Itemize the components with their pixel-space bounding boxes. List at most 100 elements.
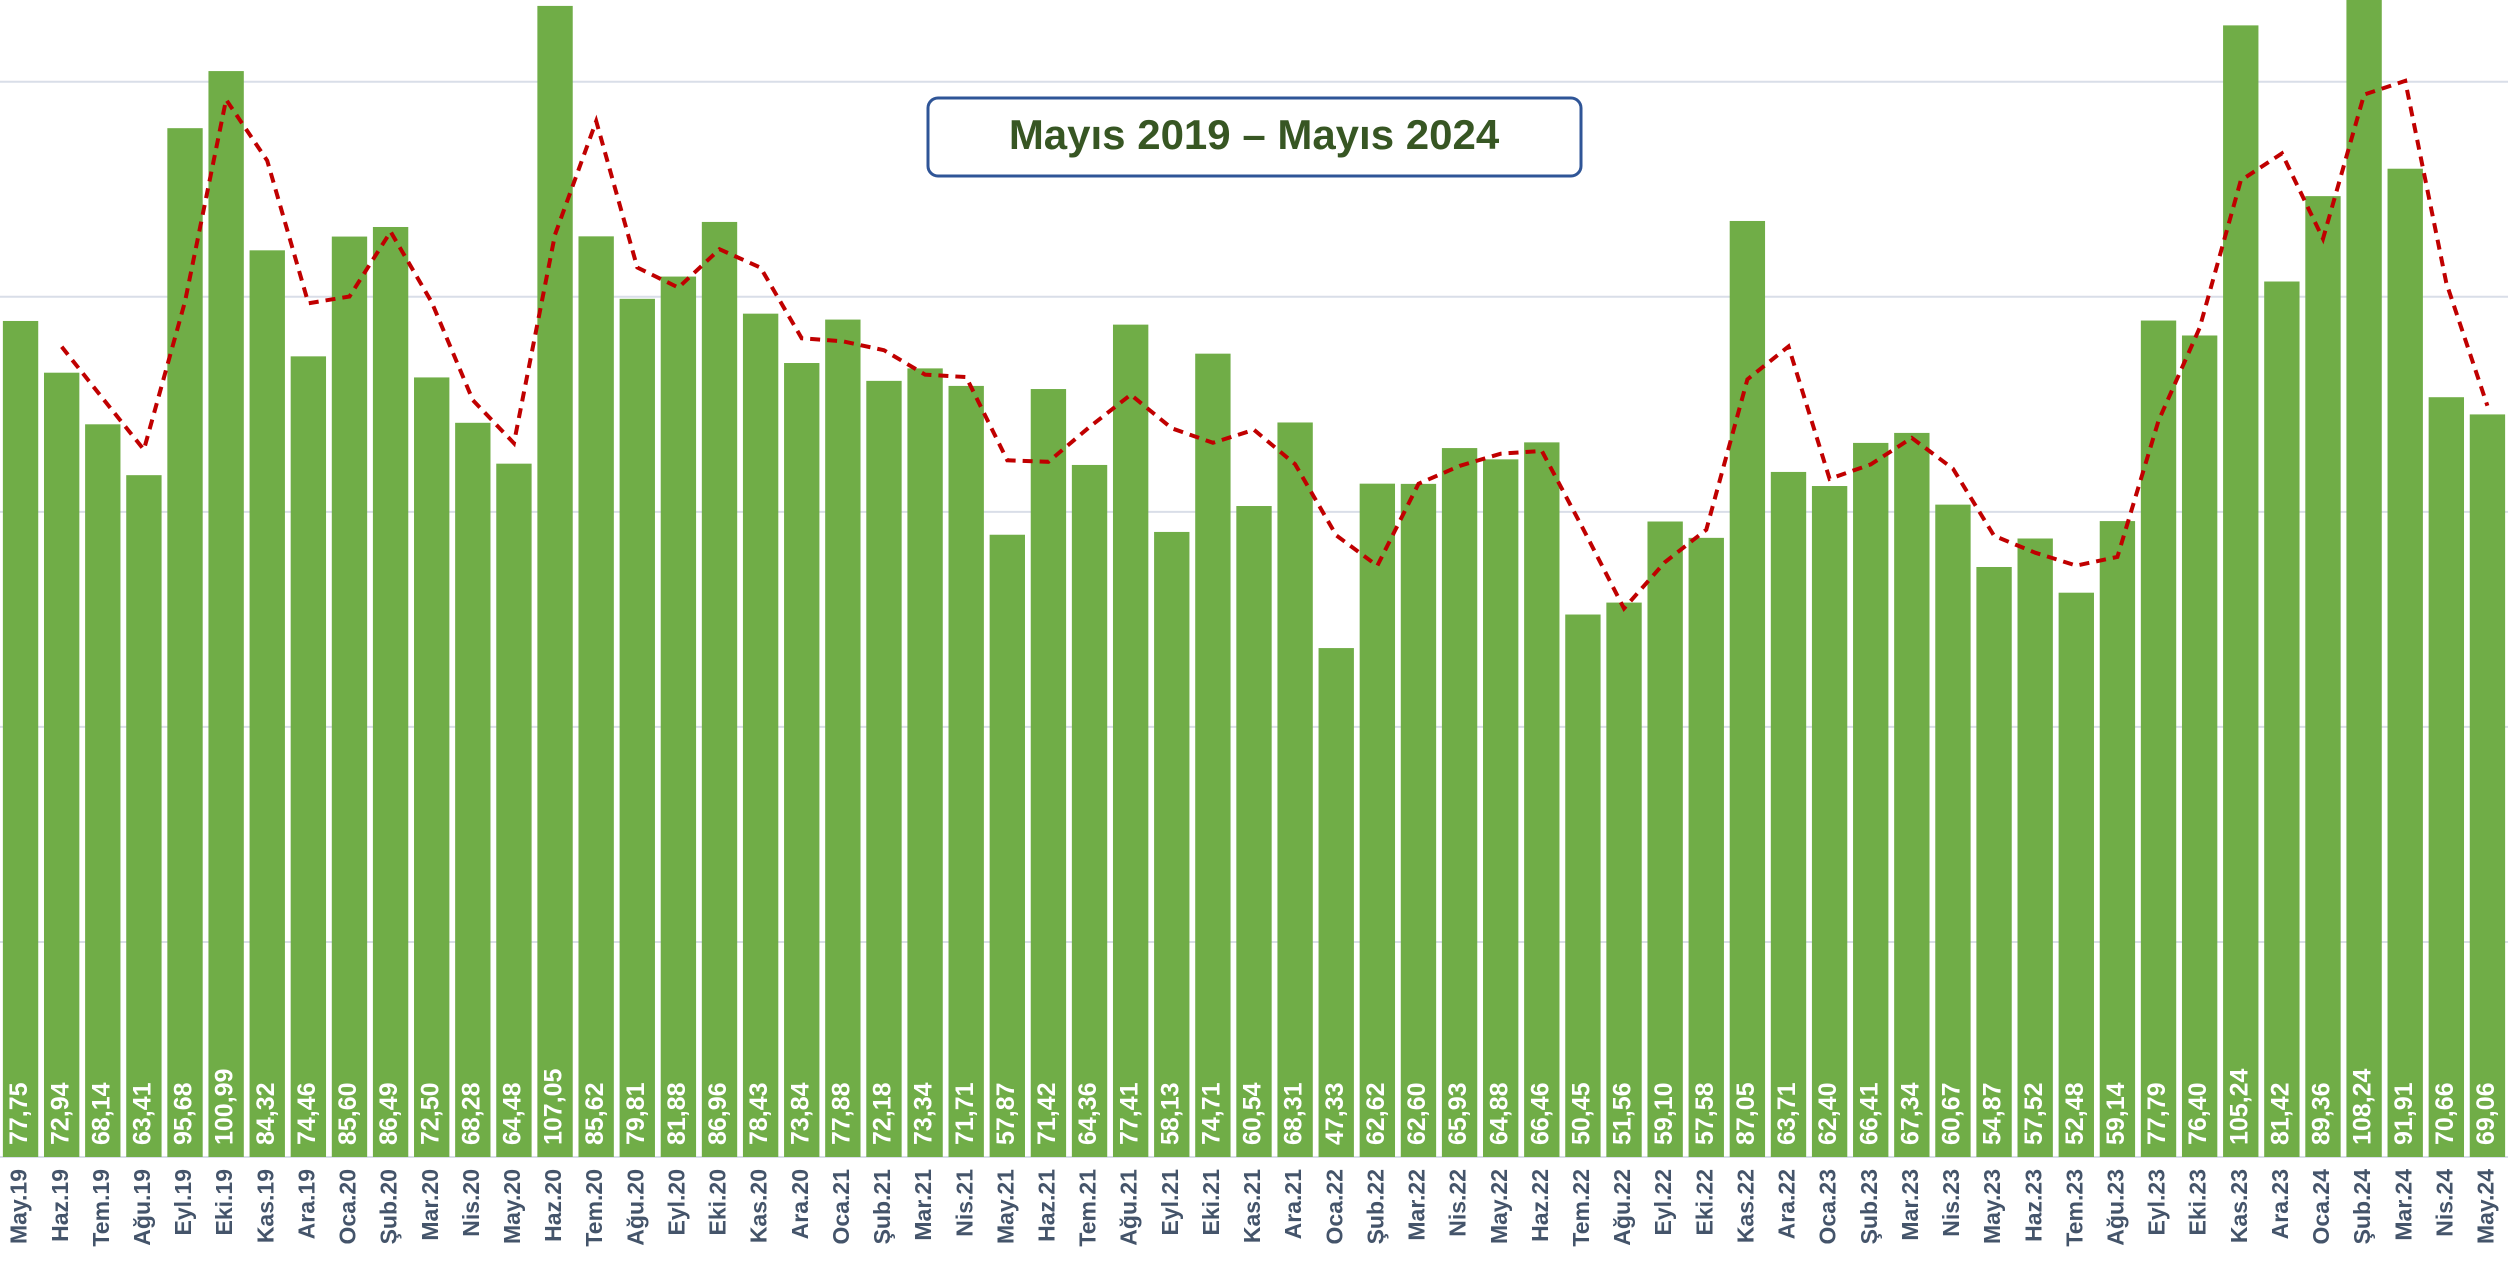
x-tick-label: Mar.24 (2390, 1169, 2416, 1241)
x-tick-label: May.19 (6, 1169, 32, 1244)
bar (1565, 614, 1601, 1157)
value-label: 107,05 (540, 1068, 568, 1145)
value-label: 67,34 (1896, 1082, 1924, 1145)
value-label: 77,88 (827, 1082, 855, 1145)
value-label: 74,46 (293, 1082, 321, 1145)
bar (1853, 442, 1889, 1157)
x-tick-label: Eki.20 (705, 1169, 731, 1236)
bar (1236, 506, 1272, 1157)
x-tick-label: Mar.21 (910, 1169, 936, 1241)
bar (331, 236, 368, 1157)
value-label: 100,99 (211, 1069, 239, 1145)
bar (2387, 168, 2423, 1157)
x-tick-label: Tem.19 (88, 1169, 114, 1247)
bar (1277, 422, 1313, 1157)
x-tick-label: Şub.24 (2349, 1169, 2375, 1245)
bar (1441, 448, 1478, 1157)
value-label: 73,34 (910, 1082, 938, 1145)
chart-title: Mayıs 2019 – Mayıs 2024 (1009, 111, 1500, 158)
value-label: 69,06 (2472, 1082, 2500, 1145)
x-tick-label: Oca.24 (2308, 1169, 2334, 1245)
bar (249, 250, 285, 1158)
x-tick-label: Ağu.23 (2102, 1169, 2128, 1246)
bar (455, 422, 491, 1157)
x-tick-label: Eyl.22 (1650, 1169, 1676, 1236)
value-label: 87,05 (1732, 1082, 1760, 1145)
value-label: 57,58 (1691, 1082, 1719, 1145)
x-tick-label: Nis.20 (458, 1169, 484, 1237)
x-tick-label: Şub.22 (1362, 1169, 1388, 1244)
value-label: 77,75 (5, 1082, 33, 1145)
bar (2264, 281, 2300, 1157)
bar (1318, 648, 1354, 1157)
value-label: 57,87 (992, 1082, 1020, 1145)
bar (2469, 414, 2506, 1157)
x-tick-label: Eki.23 (2185, 1169, 2211, 1236)
bar (2, 320, 39, 1158)
value-label: 68,28 (457, 1082, 485, 1145)
x-tick-label: Haz.21 (1034, 1169, 1060, 1242)
x-tick-label: Ara.19 (293, 1169, 319, 1239)
value-label: 64,88 (1485, 1082, 1513, 1145)
bar (1606, 602, 1642, 1157)
bar (1359, 483, 1396, 1157)
x-tick-label: Mar.20 (417, 1169, 443, 1241)
bar (1483, 459, 1519, 1157)
x-tick-label: Haz.23 (2020, 1169, 2046, 1242)
value-label: 66,46 (1526, 1082, 1554, 1145)
x-tick-label: Kas.22 (1732, 1169, 1758, 1243)
x-tick-label: Kas.20 (746, 1169, 772, 1243)
value-label: 85,62 (581, 1082, 609, 1145)
x-tick-label: Ara.22 (1774, 1169, 1800, 1239)
x-tick-label: Kas.21 (1239, 1169, 1265, 1243)
value-label: 71,71 (951, 1082, 979, 1145)
x-tick-label: Oca.23 (1815, 1169, 1841, 1244)
bar (1112, 324, 1149, 1157)
bar (167, 128, 203, 1158)
x-tick-label: May.24 (2473, 1169, 2499, 1244)
bars (2, 0, 2506, 1158)
value-label: 62,60 (1403, 1082, 1431, 1145)
value-label: 68,14 (87, 1082, 115, 1145)
value-label: 63,71 (1773, 1082, 1801, 1145)
x-tick-label: Tem.23 (2061, 1169, 2087, 1247)
x-tick-label: Kas.19 (252, 1169, 278, 1243)
value-label: 91,91 (2390, 1082, 2418, 1145)
value-label: 60,54 (1239, 1082, 1267, 1145)
x-tick-label: Nis.23 (1938, 1169, 1964, 1237)
bar (208, 71, 244, 1157)
x-tick-label: Tem.21 (1075, 1169, 1101, 1247)
bar (2140, 320, 2177, 1157)
x-tick-label: Haz.22 (1527, 1169, 1553, 1242)
bar (907, 368, 943, 1158)
bar (742, 313, 779, 1158)
x-tick-label: Oca.22 (1321, 1169, 1347, 1244)
bar (1071, 464, 1108, 1157)
bar (1976, 566, 2012, 1157)
bar (414, 377, 450, 1157)
value-label: 86,96 (704, 1082, 732, 1145)
x-tick-label: Ağu.19 (129, 1169, 155, 1246)
bar (1935, 504, 1971, 1157)
value-label: 50,45 (1568, 1082, 1596, 1145)
value-label: 52,48 (2061, 1082, 2089, 1145)
trend-line (60, 78, 2490, 613)
bar (1524, 442, 1560, 1157)
value-label: 64,48 (499, 1082, 527, 1145)
bar (1770, 471, 1807, 1157)
x-tick-label: Haz.19 (47, 1169, 73, 1242)
value-label: 79,81 (622, 1082, 650, 1145)
value-label: 68,31 (1280, 1082, 1308, 1145)
bar (2058, 592, 2094, 1157)
value-label: 76,40 (2184, 1082, 2212, 1145)
x-tick-label: Tem.22 (1568, 1169, 1594, 1247)
bar (825, 319, 861, 1157)
bar (2017, 538, 2053, 1157)
x-tick-label: Eyl.23 (2144, 1169, 2170, 1236)
bar (784, 363, 820, 1157)
x-tick-label: Nis.22 (1445, 1169, 1471, 1237)
value-label: 65,93 (1444, 1082, 1472, 1145)
bar (989, 534, 1025, 1157)
bar (660, 276, 697, 1157)
